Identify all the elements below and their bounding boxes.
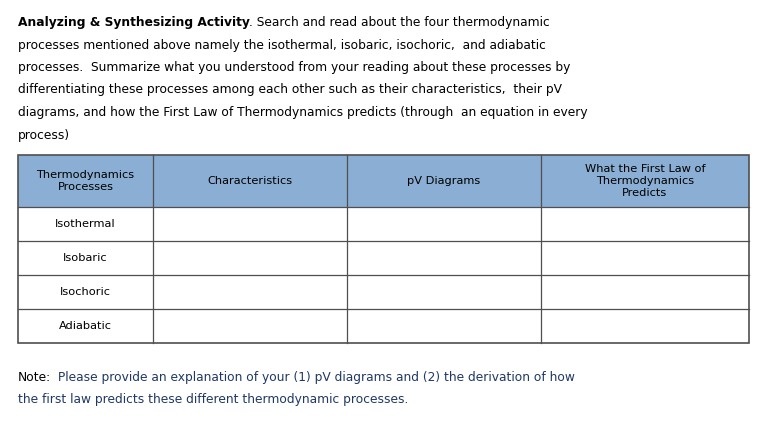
Bar xyxy=(18,275,749,309)
Text: Characteristics: Characteristics xyxy=(208,176,293,186)
Text: Please provide an explanation of your (1) pV diagrams and (2) the derivation of : Please provide an explanation of your (1… xyxy=(54,371,575,384)
Text: Isothermal: Isothermal xyxy=(55,219,116,229)
Bar xyxy=(18,155,749,343)
Bar xyxy=(18,309,749,343)
Text: Thermodynamics
Processes: Thermodynamics Processes xyxy=(37,170,135,192)
Text: process): process) xyxy=(18,128,70,142)
Text: processes mentioned above namely the isothermal, isobaric, isochoric,  and adiab: processes mentioned above namely the iso… xyxy=(18,39,546,51)
Text: Note:: Note: xyxy=(18,371,51,384)
Bar xyxy=(18,207,749,241)
Bar xyxy=(18,241,749,275)
Text: diagrams, and how the First Law of Thermodynamics predicts (through  an equation: diagrams, and how the First Law of Therm… xyxy=(18,106,588,119)
Text: processes.  Summarize what you understood from your reading about these processe: processes. Summarize what you understood… xyxy=(18,61,571,74)
Bar xyxy=(18,155,749,207)
Text: Isochoric: Isochoric xyxy=(60,287,111,297)
Text: pV Diagrams: pV Diagrams xyxy=(407,176,480,186)
Text: . Search and read about the four thermodynamic: . Search and read about the four thermod… xyxy=(249,16,550,29)
Text: Isobaric: Isobaric xyxy=(64,253,108,263)
Text: Adiabatic: Adiabatic xyxy=(59,321,112,331)
Text: the first law predicts these different thermodynamic processes.: the first law predicts these different t… xyxy=(18,393,408,407)
Text: Analyzing & Synthesizing Activity: Analyzing & Synthesizing Activity xyxy=(18,16,250,29)
Text: What the First Law of
Thermodynamics
Predicts: What the First Law of Thermodynamics Pre… xyxy=(584,165,705,198)
Text: differentiating these processes among each other such as their characteristics, : differentiating these processes among ea… xyxy=(18,84,562,97)
